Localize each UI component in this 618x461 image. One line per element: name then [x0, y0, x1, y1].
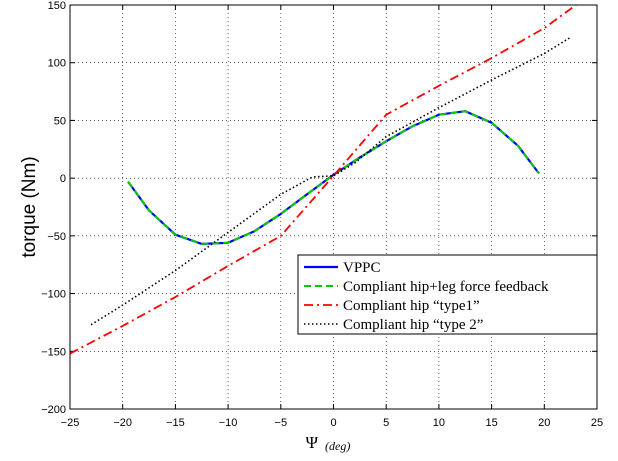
- x-axis-unit: (deg): [325, 439, 350, 453]
- x-tick-label: 0: [330, 417, 336, 429]
- y-tick-label: −200: [41, 404, 66, 416]
- legend-label-compliant-hip-leg-force-feedback: Compliant hip+leg force feedback: [343, 279, 549, 295]
- x-tick-label: 20: [538, 417, 550, 429]
- legend-label-vppc: VPPC: [343, 260, 381, 276]
- x-tick-label: −25: [61, 417, 80, 429]
- series-line-compliant-hip-leg-force-feedback: [127, 110, 540, 245]
- y-tick-label: 100: [48, 58, 66, 70]
- x-tick-label: −15: [166, 417, 185, 429]
- y-tick-label: 0: [60, 173, 66, 185]
- y-tick-label: −50: [47, 231, 66, 243]
- y-tick-label: −150: [41, 346, 66, 358]
- x-tick-label: −20: [113, 417, 132, 429]
- x-tick-label: −10: [219, 417, 238, 429]
- legend-label-compliant-hip-type1: Compliant hip “type1”: [343, 298, 480, 314]
- series-line-compliant-hip-type2: [90, 36, 572, 326]
- y-tick-label: 50: [54, 115, 66, 127]
- series-line-compliant-hip-type1: [69, 4, 577, 355]
- x-axis-label: Ψ: [305, 433, 318, 452]
- x-tick-label: 25: [591, 417, 603, 429]
- x-tick-label: 10: [433, 417, 445, 429]
- legend-label-compliant-hip-type2: Compliant hip “type 2”: [343, 317, 483, 333]
- y-tick-label: 150: [48, 0, 66, 12]
- grid: [70, 5, 597, 409]
- legend-box: [297, 254, 598, 335]
- y-tick-label: −100: [41, 289, 66, 301]
- x-tick-label: 5: [383, 417, 389, 429]
- legend: VPPC Compliant hip+leg force feedback Comp…: [297, 254, 598, 335]
- y-axis-ticks: −200 −150 −100 −50 0 50 100 150: [41, 0, 597, 416]
- plot-frame: [69, 4, 598, 410]
- series-lines: [69, 4, 577, 355]
- x-axis-ticks: −25 −20 −15 −10 −5 0 5 10 15 20 25: [61, 5, 603, 429]
- y-axis-label: torque (Nm): [19, 156, 40, 257]
- x-tick-label: 15: [485, 417, 497, 429]
- x-tick-label: −5: [275, 417, 288, 429]
